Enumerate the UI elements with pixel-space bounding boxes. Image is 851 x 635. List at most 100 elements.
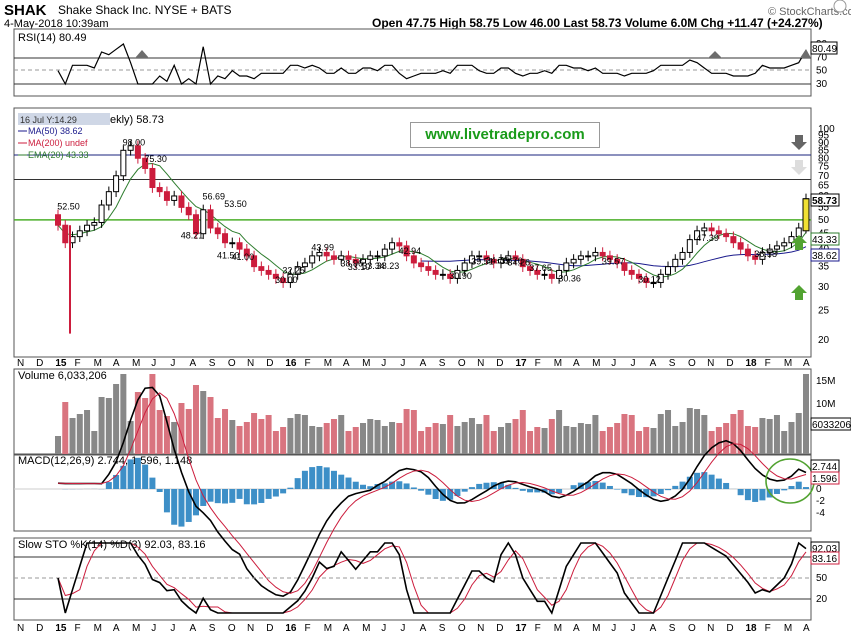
volume-bar bbox=[730, 414, 737, 454]
candle-body bbox=[84, 224, 91, 232]
x-tick-label: M bbox=[784, 623, 792, 634]
last-candle bbox=[802, 198, 810, 232]
x-tick-label: J bbox=[170, 358, 175, 369]
macd-hist-bar bbox=[236, 489, 243, 499]
last-ma50-box bbox=[810, 248, 840, 262]
quote-line: Open 47.75 High 58.75 Low 46.00 Last 58.… bbox=[372, 16, 823, 30]
volume-bar bbox=[243, 422, 250, 454]
price-tick-label: 25 bbox=[818, 306, 830, 317]
x-tick-label: N bbox=[17, 358, 24, 369]
price-label: 48.21 bbox=[181, 231, 204, 241]
volume-bar bbox=[236, 426, 243, 454]
volume-bar bbox=[280, 427, 287, 454]
macd-hist-bar bbox=[723, 482, 730, 489]
x-tick-label: D bbox=[496, 358, 503, 369]
candle-body bbox=[360, 258, 367, 264]
candle-body bbox=[410, 255, 417, 264]
x-tick-label: A bbox=[650, 358, 657, 369]
rsi-last-box bbox=[810, 41, 838, 55]
price-label: 30.90 bbox=[449, 271, 472, 281]
macd-hist-bar bbox=[330, 470, 337, 489]
candle-body bbox=[120, 149, 127, 177]
volume-bar bbox=[505, 423, 512, 454]
candle-body bbox=[243, 248, 250, 257]
x-tick-label: 15 bbox=[55, 623, 67, 634]
x-tick-label: O bbox=[688, 623, 696, 634]
x-tick-label: D bbox=[266, 358, 273, 369]
volume-bar bbox=[657, 414, 664, 454]
macd-hist-bar bbox=[309, 467, 316, 489]
price-label: 41.50 bbox=[217, 250, 240, 260]
volume-bar bbox=[592, 415, 599, 454]
candle-body bbox=[497, 258, 504, 264]
macd-hist-bar bbox=[367, 486, 374, 489]
last-ma50: 38.62 bbox=[812, 251, 837, 262]
x-tick-label: F bbox=[305, 358, 311, 369]
macd-hist-bar bbox=[352, 481, 359, 489]
volume-bar bbox=[439, 424, 446, 454]
volume-bar bbox=[309, 426, 316, 454]
volume-title: Volume 6,033,206 bbox=[18, 370, 107, 382]
price-label: 52.50 bbox=[57, 201, 80, 211]
x-tick-label: 17 bbox=[515, 623, 527, 634]
volume-bar bbox=[91, 431, 98, 454]
x-tick-label: M bbox=[132, 358, 140, 369]
macd-hist-bar bbox=[606, 485, 613, 489]
macd-hist-bar bbox=[163, 489, 170, 513]
volume-bar bbox=[55, 436, 61, 454]
volume-bar bbox=[672, 426, 679, 454]
price-panel: 52.50 98.00 75.30 48.21 56.69 41.50 53.50 41.00… bbox=[14, 113, 840, 346]
price-label: 39.51 bbox=[471, 257, 494, 267]
candle-body bbox=[127, 145, 134, 151]
x-tick-label: M bbox=[554, 623, 562, 634]
price-tick-label: 35 bbox=[818, 262, 830, 273]
macd-hist-bar bbox=[788, 486, 795, 489]
macd-hist-bar bbox=[599, 482, 606, 489]
macd-hist-bar bbox=[701, 472, 708, 489]
volume-bar bbox=[316, 427, 323, 454]
volume-bar bbox=[222, 409, 229, 454]
volume-bar bbox=[425, 427, 432, 454]
macd-hist-bar bbox=[803, 487, 809, 489]
candle-body bbox=[418, 262, 425, 268]
x-tick-label: N bbox=[477, 623, 484, 634]
price-label: 98.00 bbox=[123, 138, 146, 148]
last-price-box bbox=[810, 193, 840, 207]
x-tick-label: O bbox=[458, 623, 466, 634]
volume-bar bbox=[403, 409, 410, 454]
macd-hist-bar bbox=[614, 489, 621, 490]
volume-bar bbox=[294, 414, 301, 454]
price-label: 41.00 bbox=[232, 252, 255, 262]
candle-body bbox=[323, 251, 330, 257]
candle-body bbox=[258, 266, 265, 271]
candle-body bbox=[541, 273, 548, 276]
x-tick-label: A bbox=[420, 623, 427, 634]
candle-body bbox=[628, 269, 635, 275]
x-tick-label: A bbox=[420, 358, 427, 369]
candle-body bbox=[142, 157, 149, 169]
candle-body bbox=[766, 248, 773, 253]
candle-body bbox=[730, 236, 737, 244]
volume-bar bbox=[563, 426, 570, 454]
macd-hist-bar bbox=[105, 482, 112, 489]
x-tick-label: J bbox=[630, 623, 635, 634]
price-label: 53.50 bbox=[224, 199, 247, 209]
candle-body bbox=[483, 255, 490, 260]
candle-body bbox=[701, 227, 708, 232]
x-tick-label: M bbox=[362, 623, 370, 634]
x-tick-label: M bbox=[324, 358, 332, 369]
candle-body bbox=[265, 269, 272, 275]
x-tick-label: S bbox=[439, 623, 446, 634]
candle-body bbox=[686, 239, 693, 253]
candle-body bbox=[389, 242, 396, 250]
x-tick-label: M bbox=[94, 358, 102, 369]
x-tick-label: A bbox=[190, 623, 197, 634]
volume-bar bbox=[694, 409, 701, 454]
tooltip-box bbox=[18, 113, 110, 125]
volume-bar bbox=[519, 410, 526, 454]
volume-bar bbox=[512, 419, 519, 454]
macd-hist-bar bbox=[229, 489, 236, 503]
volume-bar bbox=[214, 418, 221, 454]
macd-hist-bar bbox=[149, 477, 156, 489]
candle-body bbox=[280, 277, 287, 284]
